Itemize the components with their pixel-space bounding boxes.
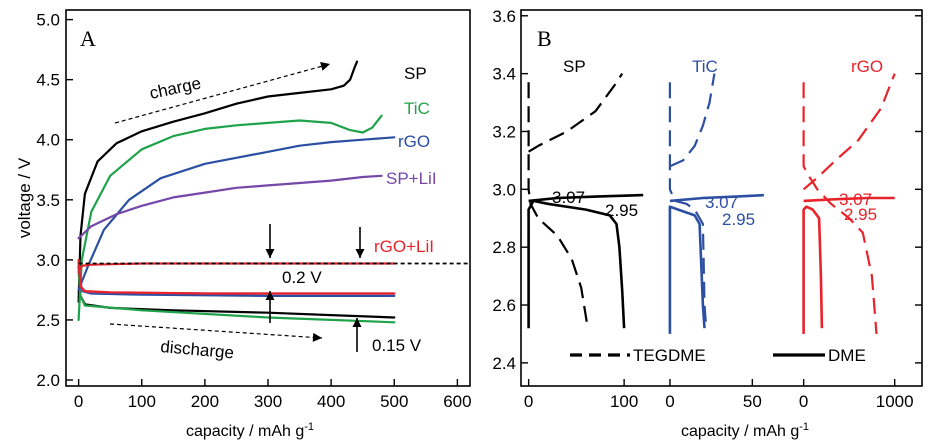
series-sp-lii-discharge <box>77 261 396 295</box>
annotation-tic-3-07: 3.07 <box>705 193 738 212</box>
series-tic-dme-charge <box>669 193 764 203</box>
annotation-gap-b: 0.15 V <box>372 336 422 355</box>
series-rgo-lii-discharge <box>77 258 396 295</box>
annotation-sp-2-95: 2.95 <box>605 201 638 220</box>
x-tick-label-b: 100 <box>610 392 638 411</box>
y-axis-label: voltage / V <box>15 157 34 238</box>
x-tick-label-a: 0 <box>74 392 83 411</box>
x-tick-label-a: 100 <box>128 392 156 411</box>
series-label-tic: TiC <box>404 99 430 118</box>
y-tick-label-a: 3.5 <box>36 191 60 210</box>
x-tick-label-b: 50 <box>743 392 762 411</box>
y-tick-label-a: 4.5 <box>36 71 60 90</box>
series-rgo-tegdme-charge <box>802 73 896 191</box>
group-label-sp: SP <box>563 57 586 76</box>
legend-label-tegdme: TEGDME <box>633 346 706 365</box>
series-sp-tegdme-charge <box>528 72 624 153</box>
annotation-tic-2-95: 2.95 <box>722 210 755 229</box>
annotation-discharge: discharge <box>160 337 235 362</box>
annotation-rgo-2-95: 2.95 <box>844 205 877 224</box>
panel-b-label: B <box>537 26 552 51</box>
annotation-rgo-3-07: 3.07 <box>839 190 872 209</box>
y-tick-label-b: 3.4 <box>492 65 516 84</box>
x-tick-label-b: 0 <box>665 392 674 411</box>
x-tick-label-b: 0 <box>524 392 533 411</box>
group-label-rgo: rGO <box>851 57 883 76</box>
series-rgo-lii-charge <box>77 262 396 273</box>
series-label-sp: SP <box>404 64 427 83</box>
legend-label-dme: DME <box>828 346 866 365</box>
panel-a-label: A <box>80 26 96 51</box>
y-tick-label-b: 3.6 <box>492 7 516 26</box>
y-tick-label-a: 3.0 <box>36 251 60 270</box>
legend: TEGDME DME <box>570 346 866 365</box>
series-label-rgo: rGO <box>398 132 430 151</box>
series-sp-charge <box>77 60 359 303</box>
series-sp-lii-charge <box>77 174 383 240</box>
y-tick-label-b: 2.6 <box>492 296 516 315</box>
annotation-charge: charge <box>148 74 203 103</box>
x-axis-label-b: capacity / mAh g-1 <box>681 421 809 440</box>
x-tick-label-b: 0 <box>799 392 808 411</box>
series-rgo-charge <box>77 136 396 291</box>
x-tick-label-a: 600 <box>443 392 471 411</box>
x-axis-label-a: capacity / mAh g-1 <box>186 421 314 440</box>
panel-a: A 2.0 2.5 3.0 3.5 4.0 4.5 5.0 0 100 200 300 400 500… <box>15 9 472 440</box>
y-tick-label-b: 2.8 <box>492 238 516 257</box>
series-tic-tegdme-discharge <box>668 82 708 329</box>
series-tic-discharge <box>77 270 396 324</box>
y-tick-label-a: 4.0 <box>36 131 60 150</box>
annotation-arrows <box>109 62 365 352</box>
y-tick-label-a: 2.0 <box>36 371 60 390</box>
panel-b: B 2.42.62.83.03.23.43.6 0 100 0 50 0 1000 SP … <box>492 7 923 440</box>
series-label-rgo-lii: rGO+LiI <box>374 237 434 256</box>
series-rgo-tegdme-discharge <box>802 82 878 334</box>
series-rgo-dme-discharge <box>802 205 824 334</box>
series-sp-dme-charge <box>528 193 644 203</box>
group-label-tic: TiC <box>692 57 718 76</box>
x-tick-label-b: 1000 <box>876 392 914 411</box>
x-tick-label-a: 500 <box>380 392 408 411</box>
y-tick-label-b: 2.4 <box>492 354 516 373</box>
series-label-sp-lii: SP+LiI <box>386 169 437 188</box>
x-tick-label-a: 300 <box>254 392 282 411</box>
y-tick-label-a: 2.5 <box>36 311 60 330</box>
x-tick-label-a: 400 <box>317 392 345 411</box>
y-tick-label-b: 3.2 <box>492 122 516 141</box>
y-tick-label-a: 5.0 <box>36 11 60 30</box>
series-sp-tegdme-discharge <box>527 82 589 329</box>
annotation-sp-3-07: 3.07 <box>552 188 585 207</box>
series-tic-dme-discharge <box>668 205 706 334</box>
y-tick-label-b: 3.0 <box>492 180 516 199</box>
x-tick-label-a: 200 <box>191 392 219 411</box>
series-tic-charge <box>77 114 383 321</box>
series-rgo-dme-charge <box>803 196 895 203</box>
series-sp-dme-discharge <box>527 199 626 329</box>
annotation-gap-a: 0.2 V <box>282 268 322 287</box>
panel-b-frame <box>520 9 923 387</box>
series-tic-tegdme-charge <box>669 73 716 168</box>
